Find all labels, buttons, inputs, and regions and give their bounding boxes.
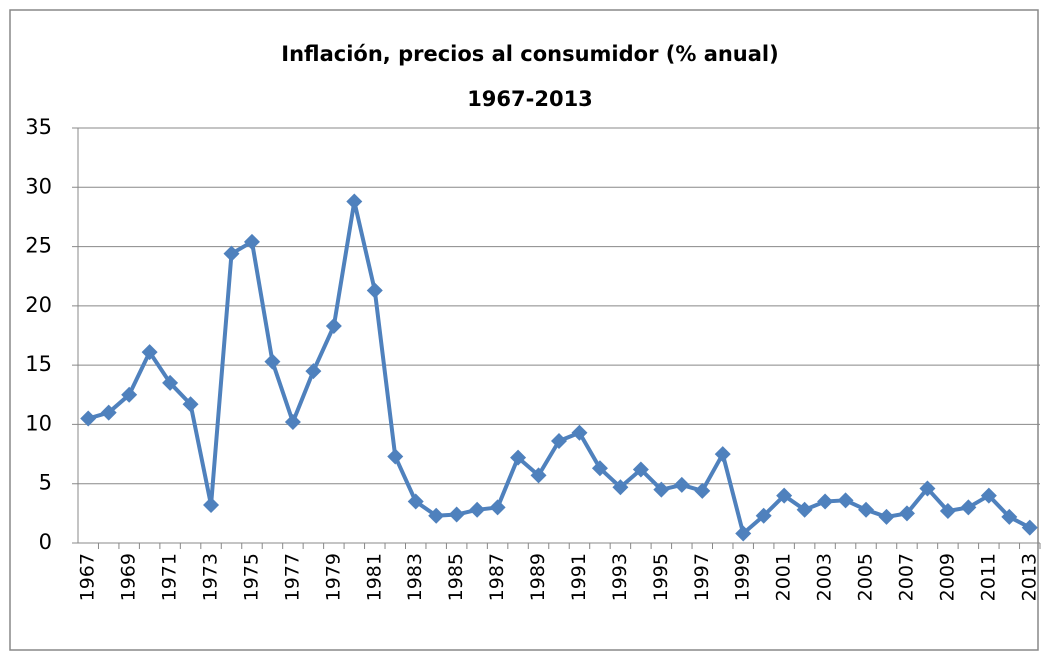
x-tick-label: 1969	[118, 553, 140, 601]
marker	[203, 497, 220, 514]
x-tick-label: 2007	[895, 553, 917, 601]
x-tick-label: 2009	[936, 553, 958, 601]
marker	[305, 363, 322, 380]
x-tick-label: 1995	[650, 553, 672, 601]
marker	[325, 318, 342, 335]
marker	[858, 501, 875, 518]
marker	[100, 404, 117, 421]
x-tick-label: 1985	[445, 553, 467, 601]
marker	[243, 233, 260, 250]
marker	[366, 282, 383, 299]
marker	[694, 482, 711, 499]
marker	[919, 480, 936, 497]
marker	[510, 449, 527, 466]
x-tick-label: 1973	[200, 553, 222, 601]
marker	[1001, 508, 1018, 525]
chart-subtitle: 1967-2013	[467, 87, 593, 111]
marker	[591, 460, 608, 477]
marker	[939, 502, 956, 519]
marker	[284, 414, 301, 431]
x-tick-label: 1981	[363, 553, 385, 601]
x-tick-label: 1977	[281, 553, 303, 601]
marker	[817, 493, 834, 510]
marker	[346, 193, 363, 210]
marker	[776, 487, 793, 504]
y-tick-label: 30	[25, 174, 52, 198]
marker	[428, 507, 445, 524]
marker	[448, 506, 465, 523]
marker	[1021, 519, 1038, 536]
y-tick-label: 25	[25, 234, 52, 258]
x-tick-label: 2005	[855, 553, 877, 601]
x-tick-label: 1989	[527, 553, 549, 601]
y-tick-label: 15	[25, 352, 52, 376]
y-tick-label: 10	[25, 411, 52, 435]
marker	[632, 461, 649, 478]
marker	[755, 507, 772, 524]
chart-title: Inflación, precios al consumidor (% anua…	[281, 42, 778, 66]
marker	[653, 481, 670, 498]
marker	[551, 433, 567, 450]
marker	[878, 508, 895, 525]
marker	[714, 446, 731, 463]
marker	[80, 410, 97, 427]
marker	[469, 501, 486, 518]
x-tick-label: 1993	[609, 553, 631, 601]
marker	[980, 487, 997, 504]
marker	[407, 493, 424, 510]
x-tick-label: 1975	[240, 553, 262, 601]
marker	[223, 245, 240, 262]
x-tick-label: 1983	[404, 553, 426, 601]
x-tick-label: 2003	[814, 553, 836, 601]
x-tick-label: 1979	[322, 553, 344, 601]
x-tick-label: 1987	[486, 553, 508, 601]
y-tick-label: 35	[25, 115, 52, 139]
x-tick-label: 1991	[568, 553, 590, 601]
y-tick-label: 5	[39, 471, 52, 495]
x-tick-label: 2013	[1018, 553, 1040, 601]
marker	[571, 424, 588, 441]
marker	[735, 525, 752, 542]
x-tick-label: 1967	[77, 553, 99, 601]
marker	[121, 386, 138, 403]
marker	[612, 479, 629, 496]
marker	[898, 505, 915, 522]
marker	[673, 476, 690, 493]
x-tick-label: 1997	[691, 553, 713, 601]
y-tick-label: 20	[25, 293, 52, 317]
marker	[960, 499, 977, 516]
marker	[530, 467, 547, 484]
marker	[182, 396, 199, 413]
marker	[162, 374, 179, 391]
y-tick-label: 0	[39, 530, 52, 554]
marker	[837, 492, 854, 509]
marker	[264, 353, 281, 370]
x-tick-label: 1971	[159, 553, 181, 601]
x-tick-label: 2011	[977, 553, 999, 601]
marker	[387, 448, 404, 465]
x-tick-label: 2001	[773, 553, 795, 601]
x-tick-label: 1999	[732, 553, 754, 601]
marker	[796, 501, 813, 518]
marker	[489, 499, 506, 516]
marker	[141, 344, 158, 361]
